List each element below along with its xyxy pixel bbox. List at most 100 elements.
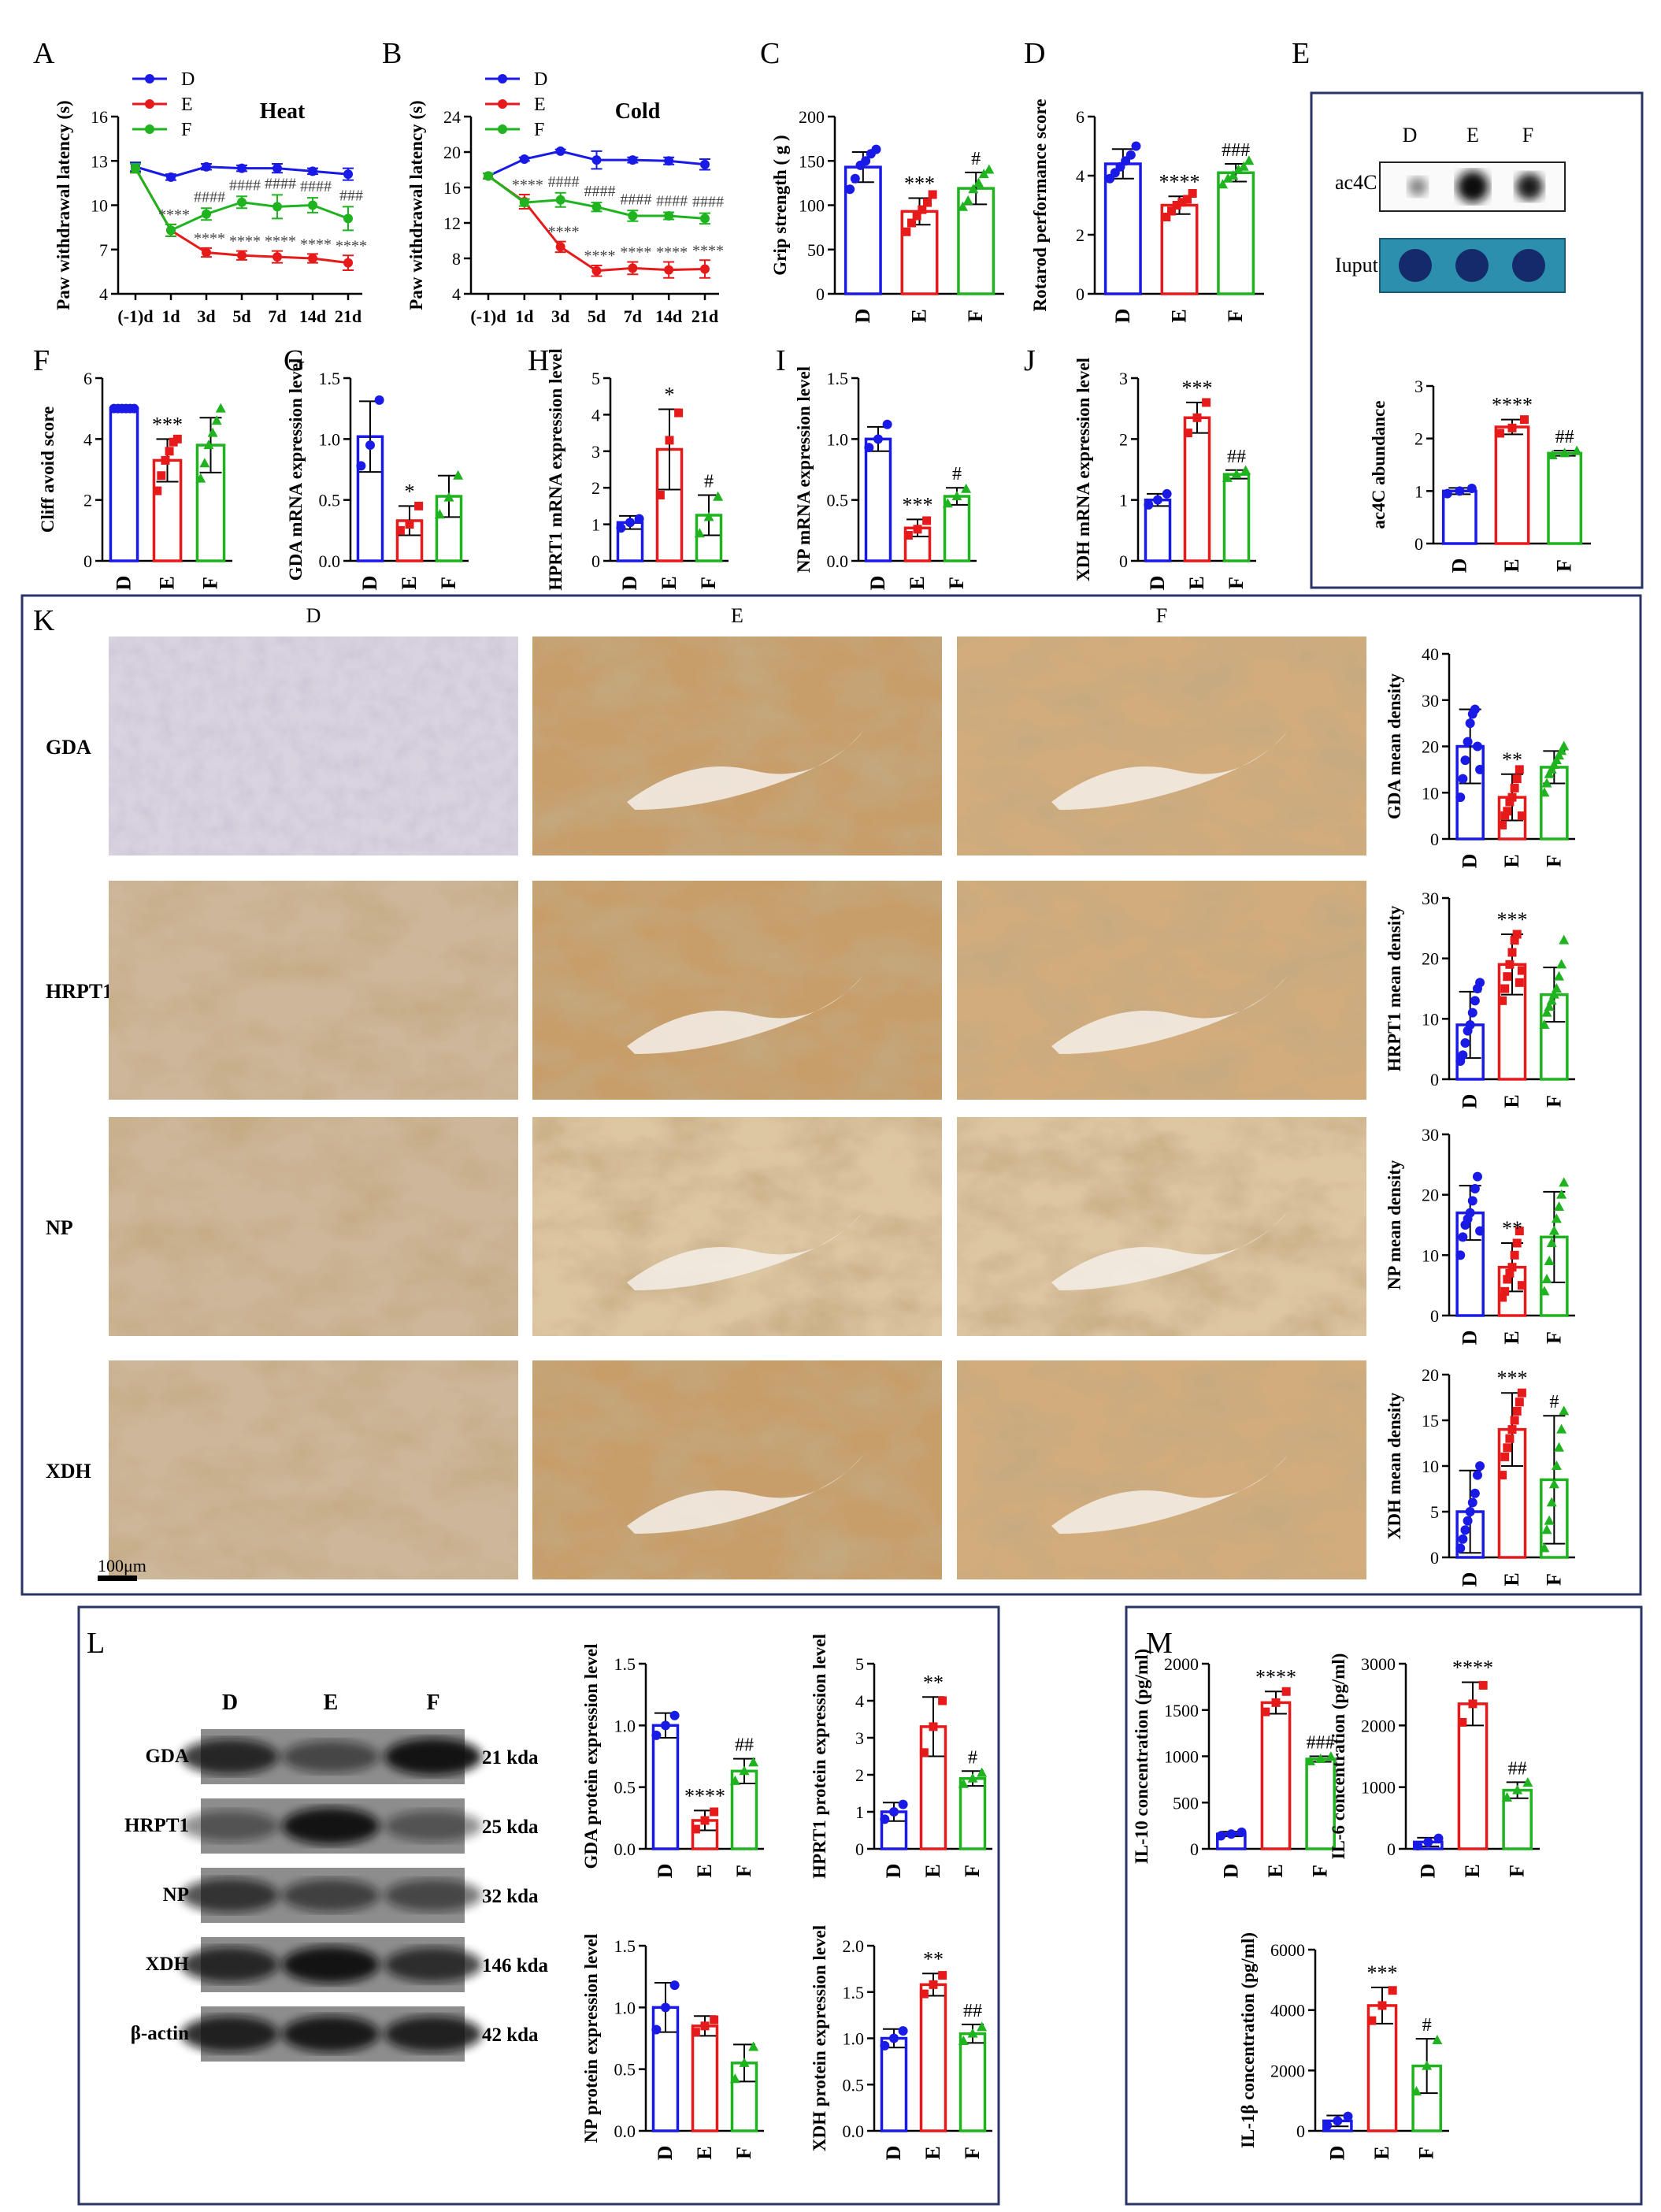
data-point — [343, 213, 353, 224]
blot-band — [181, 1878, 279, 1913]
data-point — [861, 156, 871, 166]
data-point — [634, 514, 644, 524]
bar — [880, 2036, 908, 2132]
y-tick-label: 1.5 — [614, 1936, 636, 1956]
data-point — [1512, 1406, 1522, 1416]
dot-blot: D E F ac4C Iuput — [1335, 124, 1566, 293]
data-point — [898, 2026, 908, 2036]
data-point — [237, 251, 247, 261]
data-point — [1465, 718, 1475, 729]
data-point — [1367, 2016, 1377, 2025]
bar — [864, 437, 892, 562]
significance-label: **** — [229, 233, 261, 251]
scale-bar — [98, 1575, 137, 1581]
data-point — [694, 528, 705, 538]
data-point — [977, 2021, 988, 2032]
data-point — [1183, 429, 1192, 438]
bar-chart-M-IL1b: 0 2000 4000 6000 IL-1β concentration (pg/ml)… — [1238, 1932, 1449, 2160]
data-point — [902, 227, 911, 236]
x-tick-label: E — [1461, 1864, 1484, 1877]
dotblot-group-label: D — [1403, 124, 1418, 147]
data-point — [973, 177, 984, 187]
line-chart-B: 4 8 12 16 20 24 Paw withdrawal latency (s) (-1)… — [406, 69, 724, 326]
x-tick-label: E — [1168, 309, 1191, 322]
y-axis-label: NP mRNA expression level — [794, 366, 814, 573]
data-point — [356, 461, 366, 471]
data-point — [1192, 413, 1202, 422]
data-point — [922, 198, 932, 207]
significance-label: **** — [300, 236, 332, 253]
y-tick-label: 3 — [855, 1728, 864, 1748]
data-point — [1433, 1833, 1444, 1843]
y-tick-label: 0 — [1414, 534, 1423, 554]
y-tick-label: 10 — [1422, 1457, 1439, 1476]
data-point — [1460, 1038, 1470, 1048]
data-point — [651, 2025, 662, 2035]
data-point — [1559, 1405, 1570, 1416]
data-point — [1465, 1507, 1475, 1516]
data-point — [864, 443, 874, 453]
data-point — [748, 1757, 759, 1767]
data-point — [1333, 2116, 1343, 2126]
data-point — [938, 1971, 947, 1980]
x-tick-label: E — [1500, 1331, 1523, 1344]
data-point — [880, 1814, 890, 1824]
y-tick-label: 20 — [1422, 949, 1439, 969]
significance-label: ## — [1508, 1758, 1527, 1779]
panel-letter: K — [33, 604, 55, 637]
significance-label: *** — [1367, 1961, 1398, 1984]
data-point — [591, 155, 602, 165]
data-point — [942, 498, 953, 508]
ihc-image — [957, 637, 1366, 855]
data-point — [1548, 1479, 1559, 1489]
significance-label: **** — [336, 237, 367, 254]
data-point — [153, 486, 162, 495]
legend-marker — [498, 99, 507, 109]
y-tick-label: 0.5 — [827, 491, 849, 510]
data-point — [628, 155, 638, 165]
data-point — [1559, 447, 1570, 458]
panel-k-frame — [20, 594, 1642, 1596]
significance-label: **** — [656, 244, 688, 262]
data-point — [237, 163, 247, 173]
data-point — [703, 511, 714, 521]
x-tick-label: E — [1185, 576, 1208, 589]
y-tick-label: 6 — [83, 369, 92, 388]
data-point — [1458, 1534, 1468, 1544]
data-point — [962, 195, 973, 205]
significance-label: **** — [1255, 1665, 1296, 1688]
western-group-label: D — [222, 1691, 238, 1715]
x-tick-label: 7d — [268, 306, 286, 326]
y-tick-label: 0 — [816, 284, 825, 304]
data-point — [414, 501, 424, 510]
chart-title: Heat — [260, 99, 306, 124]
data-point — [1500, 1452, 1510, 1461]
y-tick-label: 2000 — [1270, 2061, 1305, 2080]
panel-letter: I — [776, 344, 786, 377]
data-point — [1539, 1286, 1550, 1296]
data-point — [1503, 972, 1512, 982]
y-axis-label: Paw withdrawal latency (s) — [54, 100, 73, 310]
x-tick-label: D — [1325, 2146, 1348, 2161]
significance-label: #### — [265, 175, 296, 192]
y-tick-label: 100 — [799, 196, 825, 216]
y-axis-label: HRPT1 mean density — [1385, 905, 1404, 1071]
data-point — [1281, 1687, 1291, 1696]
y-tick-label: 0 — [1387, 1839, 1396, 1859]
y-axis-label: NP protein expression level — [581, 1934, 601, 2143]
data-point — [661, 2002, 670, 2013]
significance-label: *** — [903, 493, 933, 516]
data-point — [903, 531, 913, 540]
blot-band — [282, 1807, 380, 1845]
y-tick-label: 1.5 — [319, 369, 341, 388]
ihc-tear — [1051, 731, 1288, 810]
data-point — [1515, 765, 1524, 774]
data-point — [669, 1710, 680, 1720]
y-tick-label: 500 — [1173, 1793, 1199, 1813]
y-tick-label: 40 — [1422, 644, 1439, 664]
significance-label: #### — [548, 173, 580, 191]
data-point — [1388, 1986, 1397, 1995]
data-point — [1559, 934, 1570, 945]
data-point — [898, 1799, 908, 1809]
data-point — [1507, 1263, 1517, 1272]
